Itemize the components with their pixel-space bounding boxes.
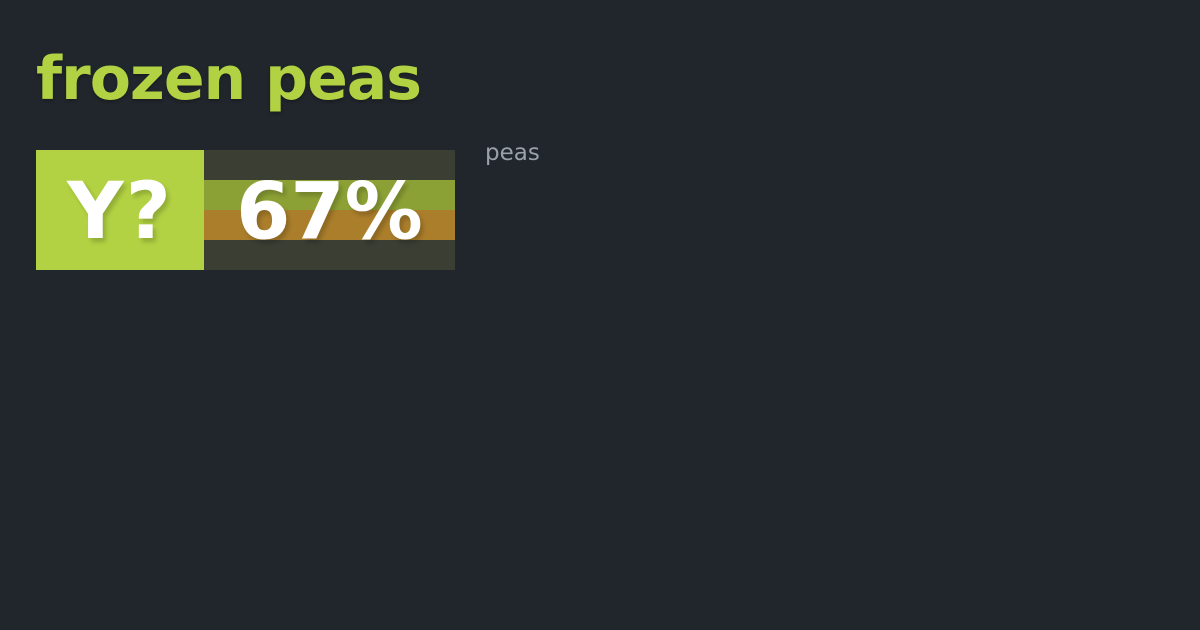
stripe-ochre	[204, 210, 455, 240]
page-title: frozen peas	[36, 44, 422, 114]
vote-badge-label: Y?	[67, 167, 173, 257]
stripe-dark-top	[204, 150, 455, 180]
stripe-olive-green	[204, 180, 455, 210]
result-stripe-panel: 67%	[204, 150, 455, 270]
vote-badge: Y?	[36, 150, 204, 270]
percentage-value: 67%	[236, 167, 423, 258]
poll-result-card: Y? 67%	[36, 150, 455, 270]
stripe-dark-bottom	[204, 240, 455, 270]
item-label: peas	[485, 140, 540, 166]
